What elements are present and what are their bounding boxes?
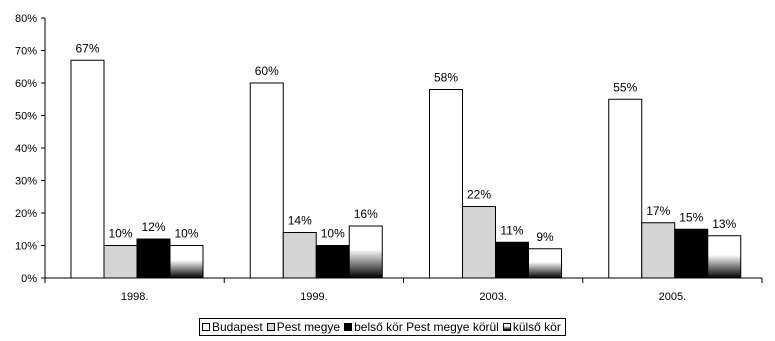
chart-legend: Budapest Pest megye belső kör Pest megye… (199, 318, 566, 336)
bar-4-2 (348, 225, 383, 279)
y-tick-label: 50% (15, 111, 37, 123)
bar-2-2 (282, 232, 317, 279)
data-label: 10% (108, 227, 132, 241)
legend-label-budapest: Budapest (212, 320, 263, 334)
y-tick-label: 0% (21, 273, 37, 285)
bar-chart: 0% 10% 20% 30% 40% 50% 60% 70% 80% 1998. 1999. 2003… (15, 13, 763, 303)
legend-item-pest-megye: Pest megye (266, 320, 341, 334)
data-label: 11% (500, 223, 523, 237)
bar-3-2 (315, 245, 350, 279)
bar-1-2 (249, 82, 284, 279)
x-tick-label: 2005. (659, 291, 687, 303)
legend-item-budapest: Budapest (202, 320, 263, 334)
data-label: 10% (321, 227, 345, 241)
bar-2-1 (103, 245, 138, 279)
y-tick-label: 60% (15, 78, 37, 90)
legend-swatch-pest-megye (266, 323, 275, 331)
bar-1-1 (70, 59, 105, 279)
data-label: 16% (354, 207, 378, 221)
x-tick-label: 2003. (479, 291, 507, 303)
bar-4-4 (707, 235, 742, 279)
legend-swatch-belso-kor (344, 323, 353, 331)
legend-swatch-kulso-kor (502, 323, 511, 331)
data-label: 17% (646, 204, 670, 218)
y-tick-label: 20% (15, 208, 37, 220)
data-label: 22% (467, 188, 491, 202)
data-label: 9% (536, 230, 554, 244)
y-tick-label: 80% (15, 13, 37, 25)
y-tick-label: 30% (15, 176, 37, 188)
y-tick-label: 40% (15, 143, 37, 155)
data-label: 58% (434, 71, 458, 85)
x-tick-label: 1999. (300, 291, 328, 303)
bar-4-1 (169, 245, 204, 279)
y-tick-label: 10% (15, 241, 37, 253)
data-label: 15% (679, 210, 703, 224)
data-label: 13% (712, 217, 736, 231)
data-label: 12% (141, 220, 165, 234)
bar-4-3 (528, 248, 562, 279)
data-label: 60% (255, 64, 279, 78)
bar-1-3 (429, 89, 463, 279)
bar-3-3 (495, 241, 529, 279)
legend-label-belso-kor: belső kör Pest megye körül (354, 320, 499, 334)
legend-label-kulso-kor: külső kör (512, 320, 561, 334)
bar-2-3 (462, 206, 496, 279)
legend-item-kulso-kor: külső kör (502, 320, 561, 334)
y-tick-label: 70% (15, 46, 37, 58)
bar-2-4 (641, 222, 676, 279)
bar-3-1 (136, 238, 171, 279)
data-label: 14% (288, 214, 312, 228)
bar-3-4 (674, 228, 709, 279)
data-label: 10% (174, 227, 198, 241)
data-label: 55% (613, 80, 637, 94)
legend-swatch-budapest (202, 323, 210, 331)
data-label: 67% (75, 41, 99, 55)
bar-1-4 (608, 98, 643, 279)
legend-item-belso-kor: belső kör Pest megye körül (344, 320, 499, 334)
legend-label-pest-megye: Pest megye (276, 320, 341, 334)
x-tick-label: 1998. (121, 291, 149, 303)
